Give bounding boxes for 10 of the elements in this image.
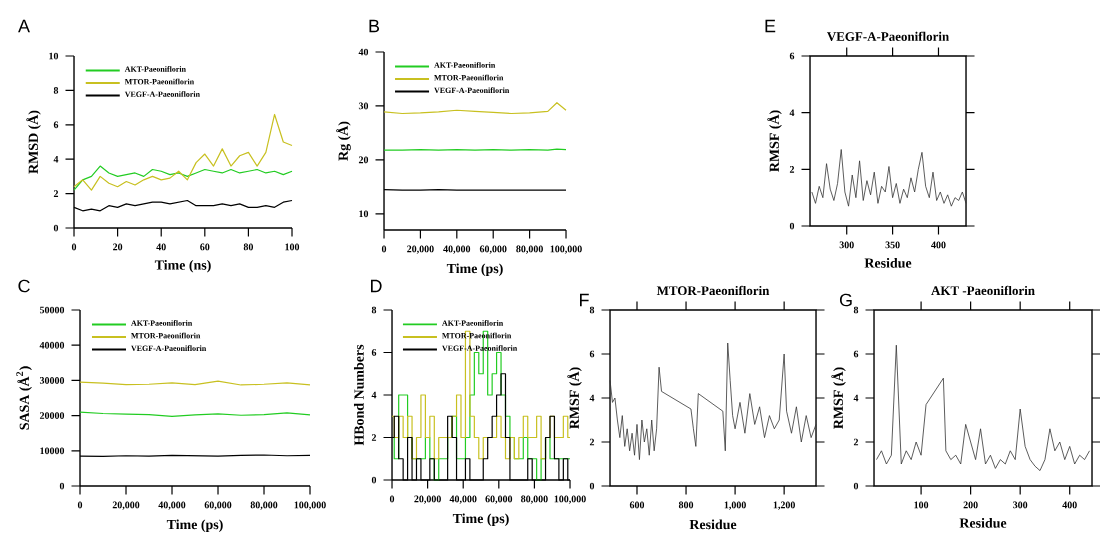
text: E [765,19,776,33]
line-series [73,113,293,191]
line-series [811,149,967,207]
text: F [580,293,589,307]
text: C [18,279,30,293]
text: G [839,293,852,307]
text: B [369,19,380,33]
line-series [609,342,817,460]
text: A [18,19,30,33]
text: D [371,279,382,293]
